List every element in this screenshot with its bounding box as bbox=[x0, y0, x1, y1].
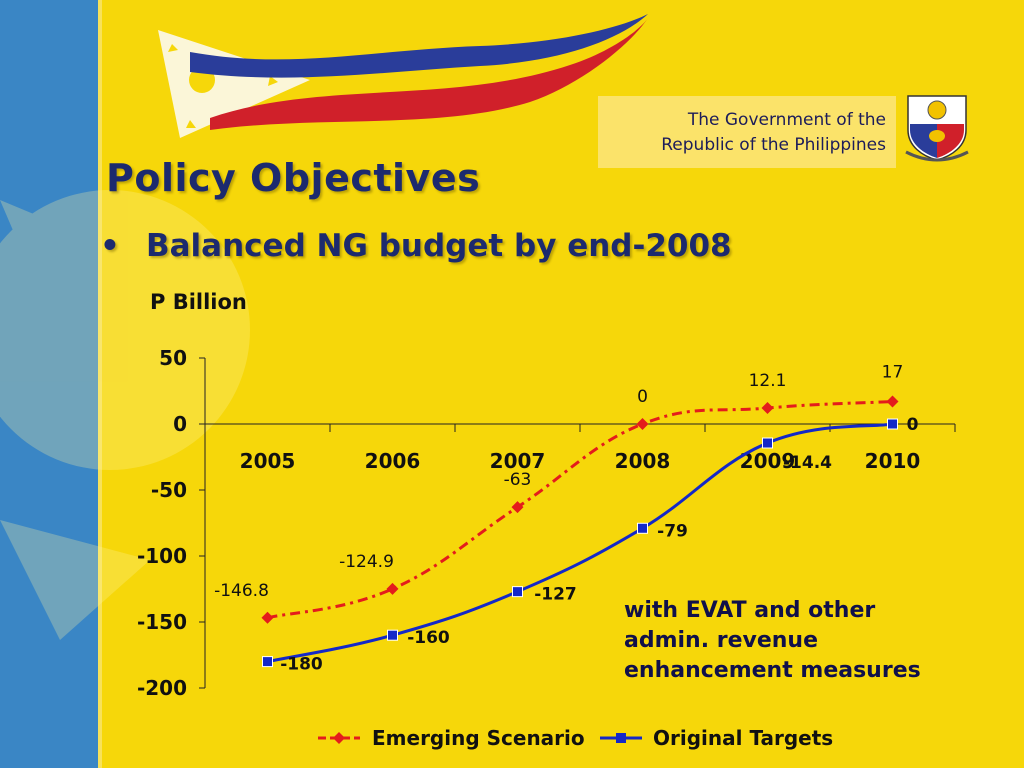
diamond-marker bbox=[511, 501, 524, 514]
diamond-marker bbox=[886, 395, 899, 408]
legend-square-icon bbox=[616, 733, 626, 743]
x-tick-label: 2005 bbox=[240, 449, 296, 473]
diamond-marker bbox=[261, 611, 274, 624]
data-label: -79 bbox=[657, 521, 688, 541]
data-label: 12.1 bbox=[749, 371, 787, 391]
y-tick-label: -150 bbox=[137, 610, 187, 634]
diamond-marker bbox=[386, 582, 399, 595]
data-label: -127 bbox=[534, 585, 577, 605]
y-tick-label: -50 bbox=[151, 478, 187, 502]
chart-legend: Emerging Scenario Original Targets bbox=[318, 726, 833, 750]
page-title: Policy Objectives bbox=[106, 156, 481, 200]
x-tick-label: 2007 bbox=[490, 449, 546, 473]
data-label: -146.8 bbox=[214, 581, 269, 601]
note-line-2: admin. revenue bbox=[624, 628, 819, 653]
philippine-seal-icon bbox=[905, 95, 969, 162]
bullet-text: Balanced NG budget by end-2008 bbox=[146, 228, 732, 264]
unit-label: P Billion bbox=[150, 290, 247, 314]
bullet-icon: • bbox=[100, 228, 120, 264]
y-tick-label: -100 bbox=[137, 544, 187, 568]
diamond-marker bbox=[761, 402, 774, 415]
government-line-2: Republic of the Philippines bbox=[661, 135, 886, 155]
government-line-1: The Government of the bbox=[687, 110, 886, 130]
square-marker bbox=[387, 629, 398, 641]
square-marker bbox=[887, 418, 898, 430]
legend-diamond-icon bbox=[333, 732, 345, 744]
square-marker bbox=[512, 586, 523, 598]
government-label-box: The Government of the Republic of the Ph… bbox=[598, 96, 896, 168]
y-tick-label: 0 bbox=[173, 412, 187, 436]
chart-data-labels: -146.8 -124.9 -63 0 12.1 17 -180 -160 -127 -79 -14… bbox=[214, 363, 918, 675]
government-label: The Government of the Republic of the Ph… bbox=[661, 108, 886, 158]
series-line-1 bbox=[267, 422, 893, 664]
data-label: -63 bbox=[504, 470, 532, 490]
data-label: 0 bbox=[637, 387, 648, 407]
series-line-0 bbox=[267, 400, 893, 620]
data-label: -180 bbox=[280, 655, 323, 675]
x-tick-label: 2010 bbox=[865, 449, 921, 473]
chart-note: with EVAT and other admin. revenue enhan… bbox=[624, 596, 984, 686]
left-band-edge bbox=[98, 0, 102, 768]
note-line-3: enhancement measures bbox=[624, 658, 921, 683]
data-label: -124.9 bbox=[339, 552, 394, 572]
x-tick-label: 2008 bbox=[615, 449, 671, 473]
square-marker bbox=[762, 437, 773, 449]
note-line-1: with EVAT and other bbox=[624, 598, 876, 623]
x-tick-label: 2006 bbox=[365, 449, 421, 473]
square-marker bbox=[637, 522, 648, 534]
philippine-flag-banner-icon bbox=[158, 14, 648, 138]
data-label: -14.4 bbox=[783, 453, 832, 473]
legend-label: Original Targets bbox=[653, 726, 833, 750]
legend-label: Emerging Scenario bbox=[372, 726, 585, 750]
left-blue-band bbox=[0, 0, 98, 768]
y-tick-label: -200 bbox=[137, 676, 187, 700]
square-marker bbox=[262, 656, 273, 668]
data-label: 17 bbox=[882, 363, 904, 383]
chart-lines bbox=[261, 395, 899, 668]
data-label: -160 bbox=[407, 628, 450, 648]
bullet-item: • Balanced NG budget by end-2008 bbox=[100, 228, 732, 264]
diamond-marker bbox=[636, 418, 649, 430]
data-label: 0 bbox=[907, 415, 919, 435]
y-tick-label: 50 bbox=[159, 346, 187, 370]
